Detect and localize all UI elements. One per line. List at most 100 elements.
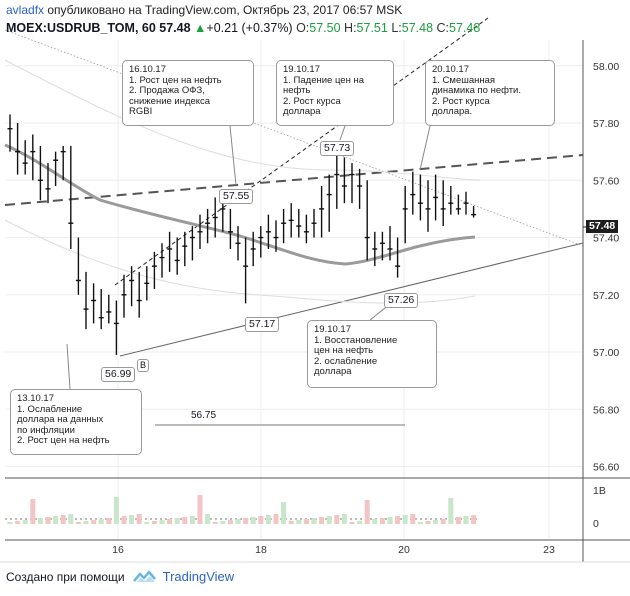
callout-line: по инфляции [17,424,75,436]
y-tick-label: 58.00 [593,61,619,73]
callout-13-10: 13.10.17 1. Ослабление доллара на данных… [10,389,142,455]
volume-bar [205,514,211,524]
x-tick-label: 20 [398,544,410,556]
volume-bar [410,514,416,524]
callout-line: 1. Ослабление [17,403,83,415]
callout-line: 1. Рост цен на нефть [129,74,222,86]
callout-date: 16.10.17 [129,64,166,75]
callout-19-10-a: 19.10.17 1. Падение цен на нефть 2. Рост… [276,60,394,126]
high-value: 57.51 [356,21,388,35]
publish-info: опубликовано на TradingView.com, Октябрь… [47,3,403,17]
callout-line: нефть [283,85,311,96]
callout-line: динамика по нефти. [432,85,522,96]
marker-b: B [137,359,150,372]
callout-date: 19.10.17 [283,64,320,75]
callout-pointer [229,125,237,186]
volume-bar [372,519,378,524]
symbol-name[interactable]: MOEX:USDRUB_TOM, 60 [6,21,156,35]
volume-bar [425,521,431,524]
volume-pane [5,495,478,524]
volume-bar [273,514,279,524]
support-line [119,242,584,357]
callout-date: 13.10.17 [17,393,54,404]
volume-bar [448,498,454,524]
volume-bar [326,516,332,524]
volume-bar [106,518,112,524]
volume-bar [364,500,370,524]
volume-bar [136,514,142,524]
volume-bar [357,521,363,524]
volume-bar [75,522,81,524]
volume-bar [174,518,180,524]
axes [0,40,630,563]
volume-bar [220,521,226,524]
callout-line: 1. Падение цен на [283,74,365,86]
callout-line: 2. Рост курса [432,95,490,107]
volume-bar [83,521,89,524]
volume-tick-label: 1B [593,485,606,497]
volume-bar [387,517,393,524]
price-label-57-17: 57.17 [245,317,280,332]
low-label: L: [391,21,402,35]
volume-bar [15,521,21,524]
resistance-dashed-line [4,154,584,206]
price-label-57-73: 57.73 [320,141,355,156]
volume-tick-label: 0 [593,518,599,530]
last-price: 57.48 [159,21,191,35]
y-tick-label: 56.60 [593,462,619,474]
volume-bar [129,515,135,524]
x-tick-label: 18 [255,544,267,556]
volume-bar [45,517,51,524]
callout-line: 2. ослабление [314,355,378,367]
volume-bar [281,502,287,524]
high-label: H: [344,21,357,35]
volume-bar [197,495,203,524]
volume-bar [243,518,249,524]
volume-bar [303,519,309,524]
callout-pointer [66,343,71,390]
x-tick-label: 23 [543,544,555,556]
close-label: C: [436,21,450,35]
price-label-56-99: 56.99 [101,367,136,382]
price-change: +0.21 (+0.37%) [206,21,293,35]
symbol-line: MOEX:USDRUB_TOM, 60 57.48 ▲+0.21 (+0.37%… [6,21,480,35]
faint-band-upper [4,59,481,181]
callout-line: 2. Продажа ОФЗ, [129,85,205,96]
tick-labels: 58.00 57.80 57.60 57.40 57.20 57.00 56.80 56.60… [112,61,619,556]
volume-bar [53,516,59,524]
callout-line: 2. Рост цен на нефть [17,435,110,446]
candles [7,114,477,355]
volume-bar [91,520,97,524]
volume-bar [395,516,401,524]
volume-bar [159,520,165,524]
volume-bar [250,517,256,524]
volume-bar [37,518,43,524]
y-tick-label: 57.80 [593,118,619,130]
callout-line: доллара [283,106,321,117]
y-tick-label: 56.80 [593,404,619,416]
volume-bar [30,499,36,524]
volume-bar [440,519,446,524]
volume-bar [311,518,317,524]
tradingview-brand-link[interactable]: TradingView [162,569,235,584]
volume-bar [113,497,119,524]
publish-line: avladfx опубликовано на TradingView.com,… [6,3,402,17]
callout-pointer [419,125,431,171]
callout-line: доллара. [432,106,473,117]
callout-pointer [339,125,346,141]
volume-bar [265,515,271,524]
volume-bar [7,522,13,524]
volume-bar [341,514,347,524]
volume-bar [182,517,188,524]
volume-bar [167,519,173,524]
volume-bar [433,520,439,524]
callout-line: 1. Смешанная [432,74,496,86]
y-tick-label: 57.40 [593,233,619,245]
author-link[interactable]: avladfx [6,3,45,17]
volume-bar [379,518,385,524]
volume-bar [68,514,74,524]
volume-bar [349,522,355,524]
volume-bar [235,519,241,524]
volume-bar [98,519,104,524]
open-label: O: [296,21,310,35]
